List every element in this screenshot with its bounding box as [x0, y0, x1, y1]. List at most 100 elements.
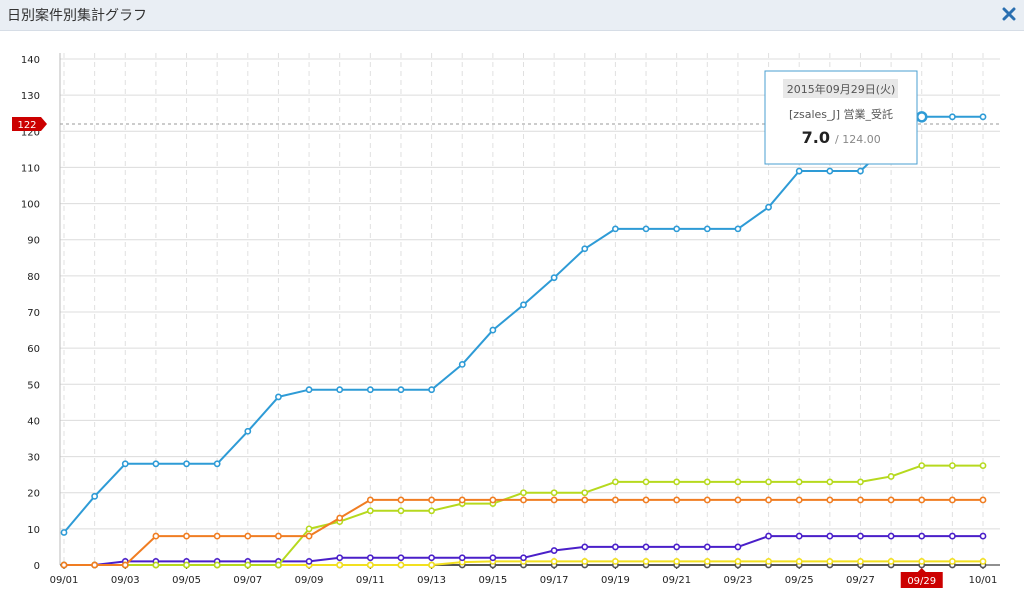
data-point[interactable]: [612, 543, 619, 551]
data-point[interactable]: [765, 203, 772, 211]
data-point[interactable]: [979, 113, 987, 121]
data-point[interactable]: [244, 561, 252, 569]
data-point[interactable]: [489, 496, 497, 504]
data-point[interactable]: [857, 478, 864, 486]
data-point[interactable]: [489, 554, 497, 562]
data-point[interactable]: [857, 167, 864, 175]
data-point[interactable]: [887, 496, 895, 504]
data-point[interactable]: [581, 489, 589, 497]
data-point[interactable]: [979, 557, 987, 565]
data-point[interactable]: [673, 225, 681, 233]
data-point[interactable]: [795, 532, 803, 540]
data-point[interactable]: [305, 557, 313, 565]
data-point[interactable]: [979, 532, 987, 540]
data-point[interactable]: [244, 532, 252, 540]
data-point[interactable]: [673, 557, 681, 565]
data-point[interactable]: [948, 496, 956, 504]
data-point[interactable]: [550, 557, 558, 565]
data-point[interactable]: [765, 532, 772, 540]
data-point[interactable]: [918, 462, 926, 470]
data-point[interactable]: [581, 245, 589, 253]
data-point[interactable]: [673, 543, 681, 551]
data-point[interactable]: [703, 225, 711, 233]
data-point[interactable]: [60, 529, 68, 536]
data-point[interactable]: [366, 507, 374, 515]
data-point[interactable]: [366, 554, 374, 562]
data-point[interactable]: [703, 496, 711, 504]
data-point[interactable]: [887, 532, 895, 540]
data-point[interactable]: [918, 557, 926, 565]
data-point[interactable]: [213, 561, 221, 569]
data-point[interactable]: [183, 532, 190, 540]
data-point[interactable]: [213, 460, 221, 468]
data-point[interactable]: [305, 532, 313, 540]
data-point[interactable]: [642, 496, 650, 504]
data-point[interactable]: [336, 386, 344, 394]
data-point[interactable]: [979, 496, 987, 504]
data-point[interactable]: [795, 478, 803, 486]
data-point[interactable]: [948, 462, 956, 470]
data-point[interactable]: [918, 532, 926, 540]
data-point[interactable]: [765, 557, 772, 565]
data-point[interactable]: [152, 532, 160, 540]
data-point[interactable]: [520, 554, 527, 562]
data-point[interactable]: [397, 554, 405, 562]
data-point[interactable]: [489, 326, 497, 334]
data-point[interactable]: [60, 561, 68, 569]
data-point[interactable]: [581, 543, 589, 551]
data-point[interactable]: [948, 113, 956, 121]
data-point[interactable]: [642, 478, 650, 486]
data-point[interactable]: [734, 543, 742, 551]
data-point[interactable]: [121, 561, 129, 569]
data-point[interactable]: [612, 225, 619, 233]
data-point[interactable]: [703, 557, 711, 565]
data-point[interactable]: [336, 514, 344, 522]
data-point[interactable]: [734, 557, 742, 565]
data-point[interactable]: [366, 496, 374, 504]
data-point[interactable]: [213, 532, 221, 540]
data-point[interactable]: [275, 393, 282, 401]
data-point[interactable]: [673, 496, 681, 504]
data-point[interactable]: [734, 225, 742, 233]
data-point[interactable]: [305, 386, 313, 394]
data-point[interactable]: [397, 496, 405, 504]
data-point[interactable]: [152, 561, 160, 569]
data-point[interactable]: [366, 561, 374, 569]
data-point[interactable]: [857, 557, 864, 565]
data-point[interactable]: [642, 543, 650, 551]
series-2[interactable]: [60, 496, 987, 569]
data-point[interactable]: [642, 225, 650, 233]
close-icon[interactable]: [998, 3, 1020, 25]
data-point[interactable]: [336, 554, 344, 562]
data-point[interactable]: [673, 478, 681, 486]
data-point[interactable]: [550, 274, 558, 282]
data-point[interactable]: [305, 525, 313, 533]
data-point[interactable]: [428, 507, 435, 515]
data-point[interactable]: [887, 473, 895, 480]
data-point[interactable]: [91, 561, 99, 569]
data-point[interactable]: [581, 496, 589, 504]
data-point[interactable]: [550, 489, 558, 497]
data-point[interactable]: [458, 496, 466, 504]
data-point[interactable]: [765, 478, 772, 486]
data-point[interactable]: [397, 561, 405, 569]
data-point[interactable]: [612, 557, 619, 565]
data-point[interactable]: [887, 557, 895, 565]
data-point[interactable]: [918, 496, 926, 504]
data-point[interactable]: [826, 532, 834, 540]
data-point[interactable]: [703, 478, 711, 486]
data-point[interactable]: [795, 557, 803, 565]
data-point[interactable]: [428, 496, 435, 504]
data-point[interactable]: [826, 167, 834, 175]
data-point[interactable]: [183, 561, 190, 569]
data-point[interactable]: [612, 496, 619, 504]
data-point[interactable]: [397, 386, 405, 394]
line-chart[interactable]: 0 10 20 30 40 50 60 70 80 90 100 110 120 130 140 09/01…: [0, 30, 1024, 597]
data-point[interactable]: [520, 489, 527, 497]
data-point[interactable]: [795, 167, 803, 175]
data-point[interactable]: [734, 496, 742, 504]
hover-point[interactable]: [915, 111, 928, 123]
series-1[interactable]: [60, 113, 987, 536]
data-point[interactable]: [458, 361, 466, 368]
data-point[interactable]: [397, 507, 405, 515]
